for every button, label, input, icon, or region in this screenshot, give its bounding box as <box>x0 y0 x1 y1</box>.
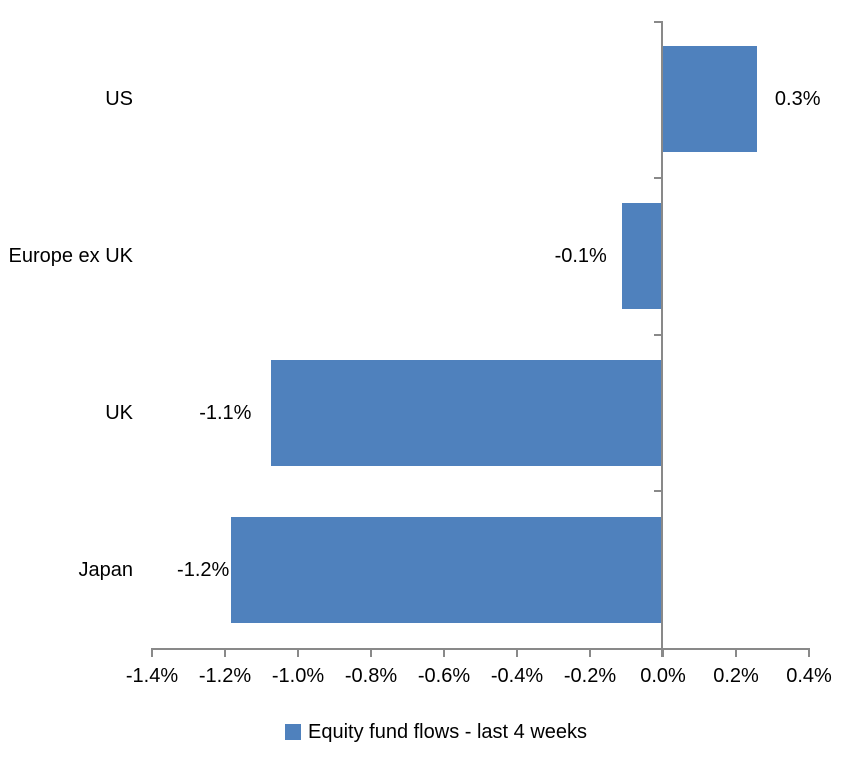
data-label-us: 0.3% <box>774 88 821 111</box>
x-tick-0-6 <box>443 650 445 657</box>
x-tick-1-4 <box>151 650 153 657</box>
x-tick-label-0-2: 0.2% <box>713 665 759 687</box>
bar-japan <box>231 516 662 623</box>
y-tick-3 <box>654 490 661 493</box>
x-tick-0-0 <box>662 650 664 657</box>
y-axis-line <box>661 21 663 657</box>
x-tick-label-0-8: -0.8% <box>344 665 398 687</box>
category-label-japan: Japan <box>78 558 134 581</box>
data-label-uk: -1.1% <box>199 401 252 424</box>
category-label-us: US <box>105 88 133 111</box>
x-tick-0-4 <box>516 650 518 657</box>
legend-marker-square <box>285 724 301 740</box>
x-tick-0-8 <box>370 650 372 657</box>
x-tick-label-1-2: -1.2% <box>198 665 252 687</box>
data-label-europe-ex-uk: -0.1% <box>554 245 607 268</box>
x-tick-1-2 <box>224 650 226 657</box>
x-tick-label-0-4: -0.4% <box>490 665 544 687</box>
y-tick-0 <box>654 21 661 23</box>
x-tick-label-1-4: -1.4% <box>125 665 179 687</box>
x-tick-0-4 <box>808 650 810 657</box>
x-tick-0-2 <box>589 650 591 657</box>
x-tick-label-0-0: 0.0% <box>640 665 686 687</box>
x-axis-line <box>151 648 810 650</box>
category-label-europe-ex-uk: Europe ex UK <box>8 245 133 268</box>
x-tick-label-0-2: -0.2% <box>563 665 617 687</box>
category-label-uk: UK <box>105 401 133 424</box>
legend-label: Equity fund flows - last 4 weeks <box>308 721 588 743</box>
x-tick-label-1-0: -1.0% <box>271 665 325 687</box>
legend: Equity fund flows - last 4 weeks <box>285 722 587 742</box>
y-tick-1 <box>654 176 661 179</box>
x-tick-1-0 <box>297 650 299 657</box>
data-label-japan: -1.2% <box>177 558 230 581</box>
bar-europe-ex-uk <box>621 203 662 310</box>
x-tick-label-0-6: -0.6% <box>417 665 471 687</box>
bar-uk <box>271 359 662 466</box>
x-tick-label-0-4: 0.4% <box>786 665 832 687</box>
y-tick-2 <box>654 333 661 336</box>
x-tick-0-2 <box>735 650 737 657</box>
bar-us <box>662 46 757 153</box>
